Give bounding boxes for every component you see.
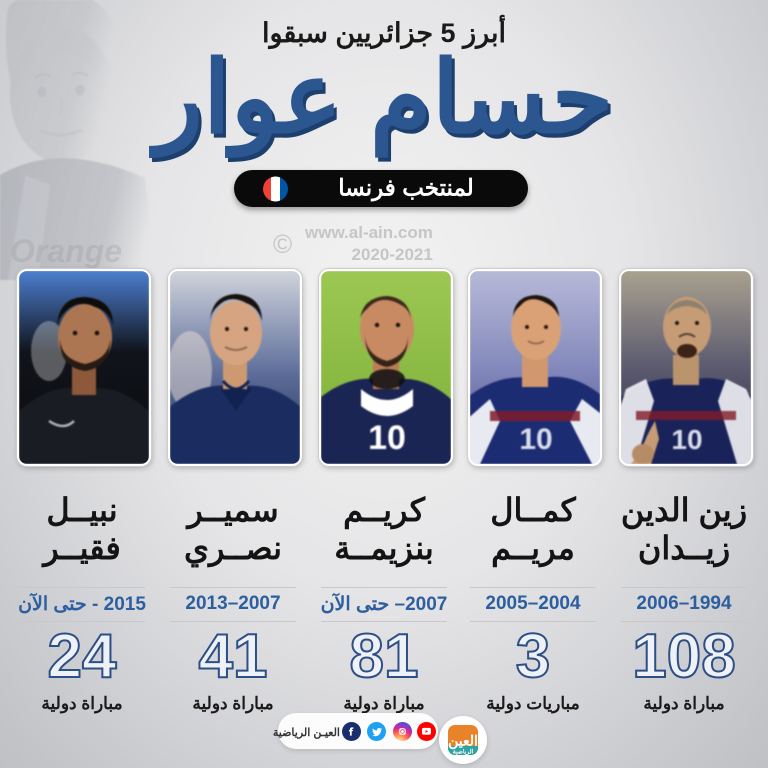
- svg-text:10: 10: [519, 423, 552, 456]
- svg-text:10: 10: [368, 419, 406, 457]
- svg-text:10: 10: [671, 424, 702, 455]
- svg-text:الرياضية: الرياضية: [453, 748, 474, 755]
- svg-text:العين: العين: [448, 733, 478, 750]
